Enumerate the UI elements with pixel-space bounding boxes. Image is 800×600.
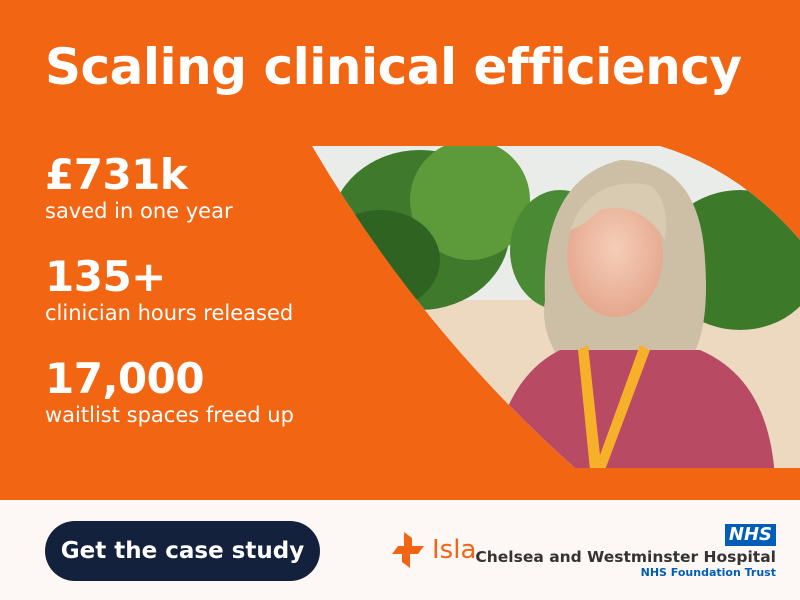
hospital-name: Chelsea and Westminster Hospital [475,548,776,566]
hero-banner: Scaling clinical efficiency £731k saved … [0,0,800,500]
isla-wordmark: Isla [432,535,477,565]
stat-label: clinician hours released [45,301,294,325]
trust-name: NHS Foundation Trust [640,566,776,579]
stat-label: waitlist spaces freed up [45,403,294,427]
stat-hours: 135+ clinician hours released [45,252,293,325]
stat-value: £731k [45,150,188,199]
clinician-photo [312,146,800,468]
stat-value: 135+ [45,252,166,301]
isla-cross-icon [392,532,424,568]
stat-value: 17,000 [45,354,205,403]
nhs-logo: NHS Chelsea and Westminster Hospital NHS… [475,524,776,579]
nhs-badge: NHS [724,524,776,546]
stat-savings: £731k saved in one year [45,150,233,223]
stat-label: saved in one year [45,199,233,223]
stat-waitlist: 17,000 waitlist spaces freed up [45,354,294,427]
get-case-study-button[interactable]: Get the case study [45,521,320,581]
headline: Scaling clinical efficiency [45,38,742,96]
footer: Get the case study Isla NHS Chelsea and … [0,500,800,600]
isla-logo: Isla [390,530,476,570]
